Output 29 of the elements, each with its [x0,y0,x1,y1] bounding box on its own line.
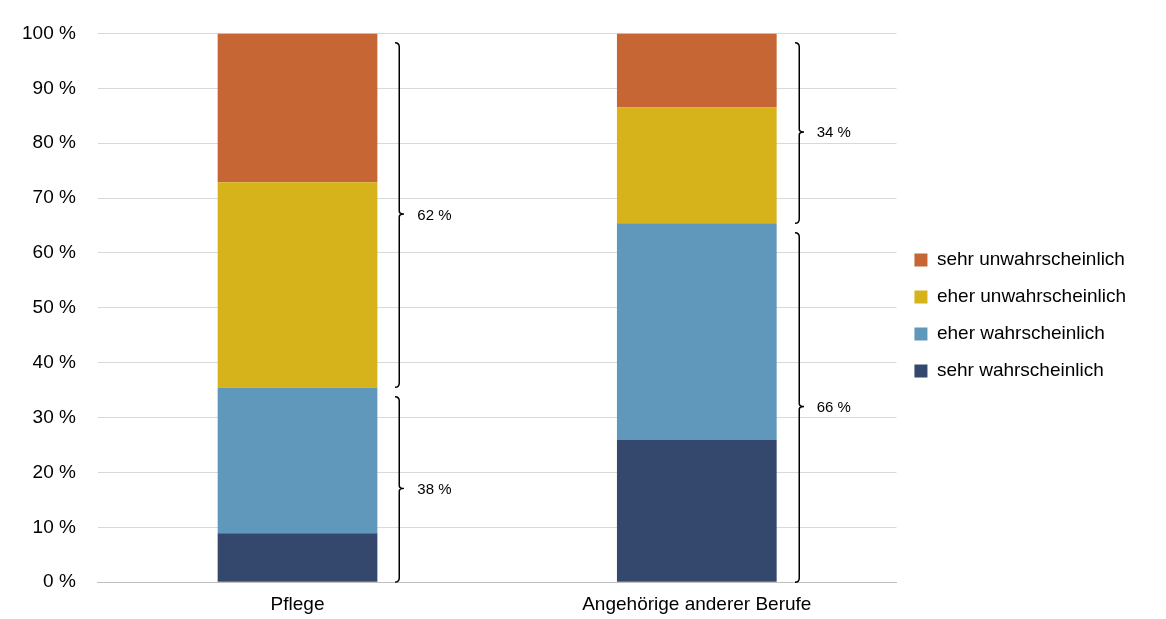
bar [616,440,777,582]
y-tick-label: 30 % [32,405,76,427]
y-tick-label: 60 % [32,241,76,263]
annotation: 34 % [816,123,851,141]
y-tick-label: 100 % [22,21,76,43]
bar [217,533,378,582]
y-tick-label: 20 % [32,460,76,482]
y-tick-label: 40 % [32,350,76,372]
x-tick-label: Pflege [270,592,325,614]
y-tick-label: 90 % [32,76,76,98]
legend-label: sehr wahrscheinlich [936,359,1104,381]
bar [616,107,777,224]
legend-label: eher unwahrscheinlich [936,285,1127,307]
annotation: 38 % [417,479,452,497]
bar [217,33,378,183]
y-tick-label: 80 % [32,131,76,153]
y-tick-label: 0 % [43,570,76,592]
bar [616,33,777,108]
bar [217,387,378,534]
y-tick-label: 70 % [32,186,76,208]
annotation: 66 % [816,397,851,415]
y-tick-label: 50 % [32,296,76,318]
annotation: 62 % [417,205,452,223]
x-tick-label: Angehörige anderer Berufe [582,592,812,614]
bar [616,223,777,441]
legend-label: sehr unwahrscheinlich [936,248,1125,270]
bar [217,182,378,388]
y-tick-label: 10 % [32,515,76,537]
legend-label: eher wahrscheinlich [936,322,1105,344]
